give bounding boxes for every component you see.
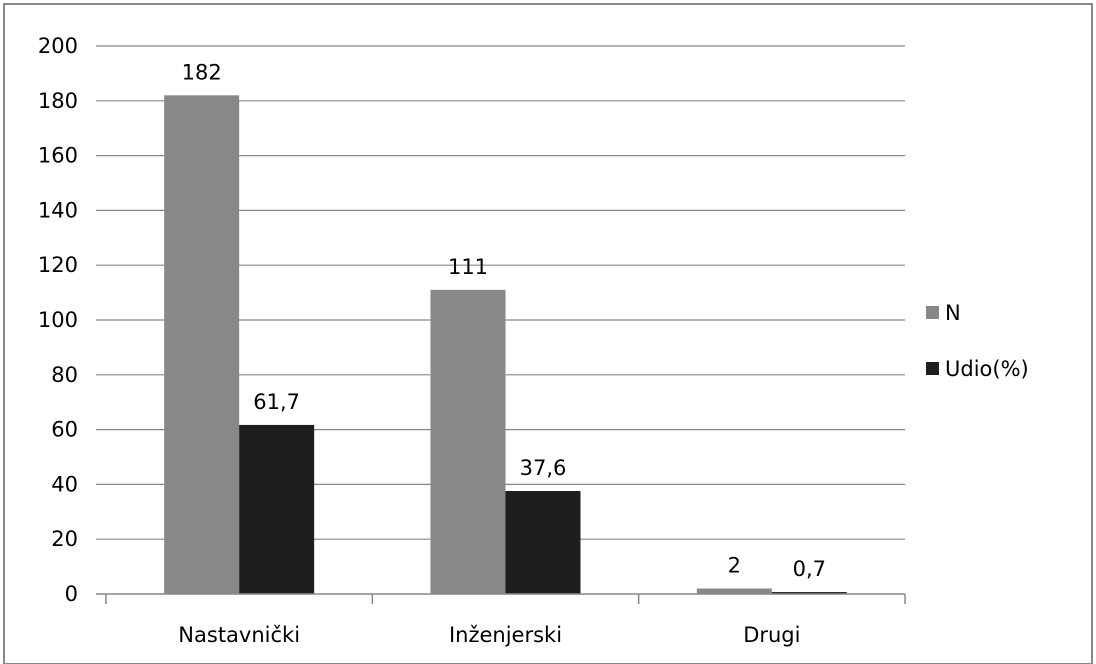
legend-swatch [926,306,939,319]
y-tick-label: 120 [38,253,78,277]
bar-udio [239,424,315,594]
x-axis [96,593,906,604]
y-tick-label: 60 [51,418,78,442]
data-label: 37,6 [520,456,567,480]
legend-label: Udio(%) [945,357,1029,381]
legend-label: N [945,301,961,325]
legend-swatch [926,362,939,375]
y-tick-label: 100 [38,308,78,332]
y-tick-label: 20 [51,527,78,551]
data-labels: 182 61,7 111 37,6 2 0,7 [182,60,826,581]
x-category-label: Drugi [743,623,800,647]
y-tick-label: 0 [65,582,78,606]
bar-n [430,289,506,594]
data-label: 111 [448,255,488,279]
data-label: 2 [728,554,741,578]
y-tick-label: 140 [38,198,78,222]
y-tick-label: 180 [38,89,78,113]
data-label: 61,7 [253,390,300,414]
bars [164,95,847,594]
y-tick-label: 160 [38,144,78,168]
x-category-label: Nastavnički [178,623,300,647]
bar-n [164,95,240,594]
y-tick-label: 80 [51,363,78,387]
bar-n [696,588,772,594]
bar-udio [771,592,847,594]
y-tick-label: 200 [38,34,78,58]
data-label: 182 [182,60,222,84]
y-axis-tick-labels: 0 20 40 60 80 100 120 140 160 180 200 [38,34,78,606]
y-tick-label: 40 [51,472,78,496]
x-axis-category-labels: Nastavnički Inženjerski Drugi [178,623,800,647]
x-category-label: Inženjerski [449,623,562,647]
legend: N Udio(%) [926,301,1029,381]
data-label: 0,7 [793,557,826,581]
bar-udio [505,490,581,594]
